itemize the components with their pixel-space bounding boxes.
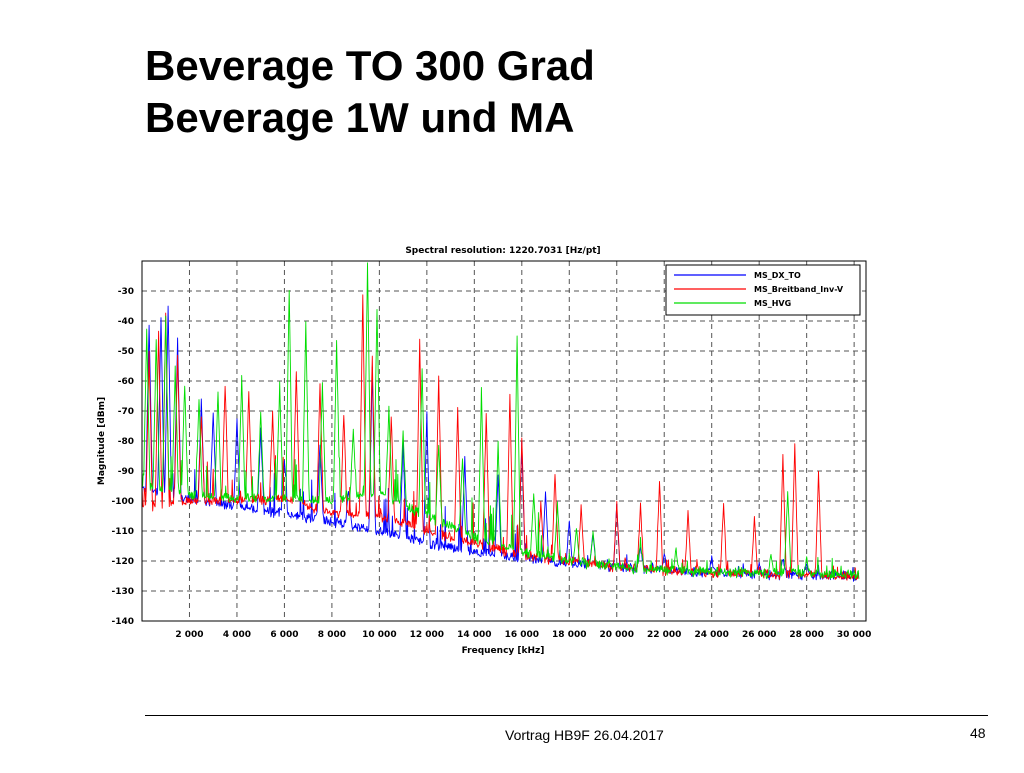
y-axis-label: Magnitude [dBm] — [97, 397, 107, 485]
legend-label-2: MS_Breitband_Inv-V — [754, 285, 844, 294]
x-tick-label: 14 000 — [457, 630, 491, 640]
y-tick-label: -110 — [111, 527, 134, 537]
x-tick-label: 18 000 — [552, 630, 586, 640]
legend: MS_DX_TO MS_Breitband_Inv-V MS_HVG — [665, 264, 861, 316]
slide-title-line-1: Beverage TO 300 Grad — [145, 42, 595, 89]
slide-title-line-2: Beverage 1W und MA — [145, 94, 575, 141]
series-line-3 — [141, 262, 860, 580]
footer-text: Vortrag HB9F 26.04.2017 — [505, 727, 664, 743]
x-tick-label: 24 000 — [694, 630, 728, 640]
x-tick-label: 22 000 — [647, 630, 681, 640]
x-tick-label: 30 000 — [837, 630, 871, 640]
slide-title: Beverage TO 300 Grad Beverage 1W und MA — [145, 40, 595, 144]
legend-label-3: MS_HVG — [754, 299, 791, 308]
plot-frame — [141, 260, 867, 622]
x-tick-label: 2 000 — [175, 630, 203, 640]
series-group — [141, 262, 860, 582]
y-tick-label: -130 — [111, 587, 134, 597]
y-tick-label: -50 — [118, 347, 134, 357]
x-tick-label: 12 000 — [410, 630, 444, 640]
x-tick-label: 16 000 — [505, 630, 539, 640]
x-tick-label: 10 000 — [362, 630, 396, 640]
x-tick-label: 26 000 — [742, 630, 776, 640]
y-tick-labels: -30 -40 -50 -60 -70 -80 -90 -100 -110 -120 -130 -14… — [111, 287, 134, 627]
y-tick-label: -80 — [118, 437, 134, 447]
y-tick-label: -30 — [118, 287, 134, 297]
y-tick-label: -120 — [111, 557, 134, 567]
page-number: 48 — [970, 725, 986, 741]
x-tick-label: 20 000 — [600, 630, 634, 640]
axes — [141, 260, 867, 622]
x-axis-label: Frequency [kHz] — [462, 646, 545, 656]
x-tick-label: 6 000 — [270, 630, 298, 640]
footer-divider — [145, 715, 988, 716]
legend-label-1: MS_DX_TO — [754, 271, 801, 280]
x-tick-label: 8 000 — [318, 630, 346, 640]
chart-title: Spectral resolution: 1220.7031 [Hz/pt] — [405, 246, 600, 256]
y-tick-label: -40 — [118, 317, 134, 327]
y-tick-label: -70 — [118, 407, 134, 417]
y-tick-label: -90 — [118, 467, 134, 477]
y-tick-label: -140 — [111, 617, 134, 627]
y-tick-label: -100 — [111, 497, 134, 507]
series-line-2 — [141, 294, 860, 581]
legend-box — [665, 264, 861, 316]
x-tick-label: 28 000 — [789, 630, 823, 640]
x-tick-label: 4 000 — [223, 630, 251, 640]
y-tick-label: -60 — [118, 377, 134, 387]
x-tick-labels: 2 000 4 000 6 000 8 000 10 000 12 000 14 000 16… — [175, 630, 871, 640]
